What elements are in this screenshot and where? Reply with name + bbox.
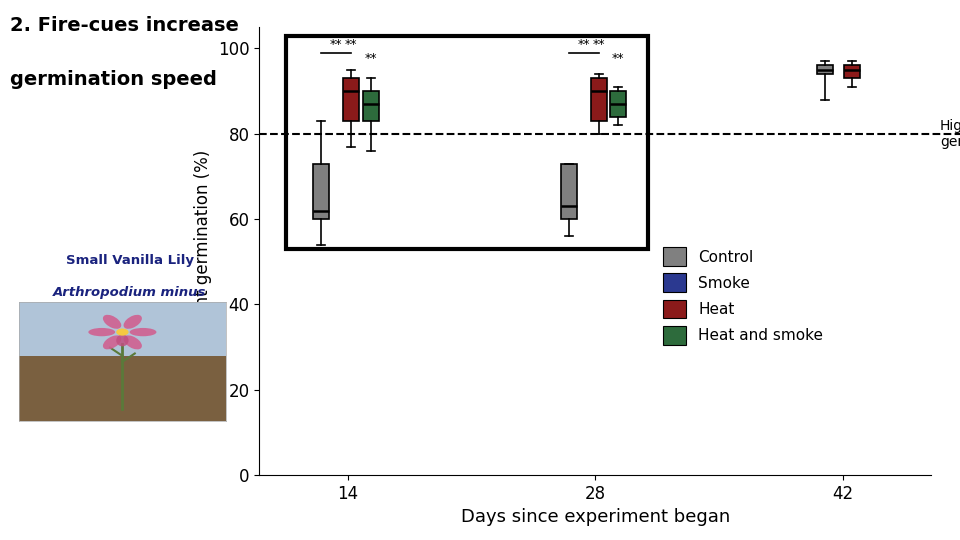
Ellipse shape <box>103 315 121 329</box>
Bar <box>286 36 648 249</box>
PathPatch shape <box>363 91 378 121</box>
Legend: Control, Smoke, Heat, Heat and smoke: Control, Smoke, Heat, Heat and smoke <box>657 241 829 351</box>
Ellipse shape <box>130 328 156 336</box>
Text: High
germination: High germination <box>940 119 960 149</box>
Bar <box>19 356 226 421</box>
Text: **: ** <box>578 38 590 51</box>
Text: **: ** <box>330 38 343 51</box>
PathPatch shape <box>344 78 359 121</box>
PathPatch shape <box>817 65 833 74</box>
Ellipse shape <box>124 315 142 329</box>
Text: Arthropodium minus: Arthropodium minus <box>53 286 206 299</box>
PathPatch shape <box>561 164 577 219</box>
Ellipse shape <box>124 335 142 349</box>
Text: **: ** <box>592 38 605 51</box>
X-axis label: Days since experiment began: Days since experiment began <box>461 509 730 526</box>
PathPatch shape <box>844 65 859 78</box>
PathPatch shape <box>611 91 626 117</box>
PathPatch shape <box>313 164 329 219</box>
Text: **: ** <box>365 52 377 65</box>
Y-axis label: Percent germination (%): Percent germination (%) <box>194 150 212 352</box>
Text: Small Vanilla Lily: Small Vanilla Lily <box>65 254 194 267</box>
Ellipse shape <box>103 335 121 349</box>
Text: **: ** <box>345 38 357 51</box>
Text: germination speed: germination speed <box>10 70 216 89</box>
PathPatch shape <box>590 78 607 121</box>
Text: 2. Fire-cues increase: 2. Fire-cues increase <box>10 16 238 35</box>
Circle shape <box>116 328 129 336</box>
Text: **: ** <box>612 52 624 65</box>
Ellipse shape <box>88 328 115 336</box>
Bar <box>19 302 226 356</box>
Ellipse shape <box>116 334 129 346</box>
